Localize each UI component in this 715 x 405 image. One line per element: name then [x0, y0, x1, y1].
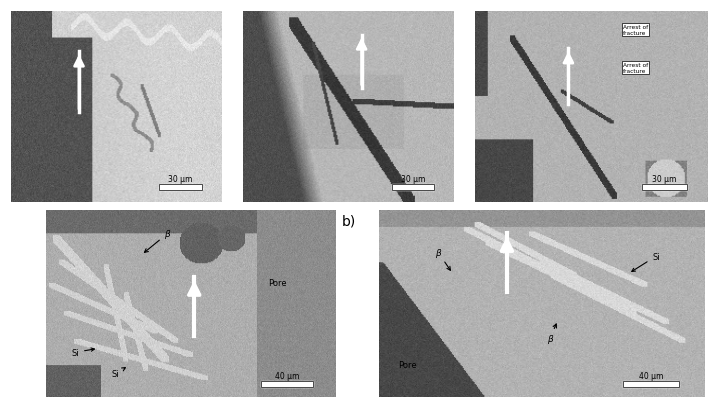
Bar — [642, 185, 686, 191]
Text: 40 μm: 40 μm — [639, 371, 664, 380]
Text: Pore: Pore — [398, 360, 417, 369]
Bar — [261, 381, 313, 387]
Bar — [623, 381, 679, 387]
Bar — [623, 381, 679, 387]
Text: Pore: Pore — [268, 278, 287, 287]
Text: Si: Si — [72, 348, 94, 357]
Text: Arrest of
fracture: Arrest of fracture — [623, 25, 649, 36]
Text: c): c) — [585, 214, 598, 228]
Text: β: β — [547, 324, 556, 343]
Bar — [159, 185, 202, 191]
Bar — [392, 185, 434, 191]
Text: 30 μm: 30 μm — [652, 175, 676, 183]
Text: a): a) — [109, 214, 123, 228]
Text: 30 μm: 30 μm — [168, 175, 192, 183]
Text: 30 μm: 30 μm — [400, 175, 425, 183]
Bar — [261, 381, 313, 387]
Text: 40 μm: 40 μm — [275, 371, 300, 380]
Text: Arrest of
fracture: Arrest of fracture — [623, 63, 649, 74]
Text: β: β — [144, 230, 170, 253]
Text: β: β — [435, 248, 450, 271]
Bar — [159, 185, 202, 191]
Text: Si: Si — [112, 368, 125, 378]
Text: Si: Si — [632, 252, 660, 272]
Bar — [642, 185, 686, 191]
Bar — [392, 185, 434, 191]
Text: b): b) — [342, 214, 355, 228]
